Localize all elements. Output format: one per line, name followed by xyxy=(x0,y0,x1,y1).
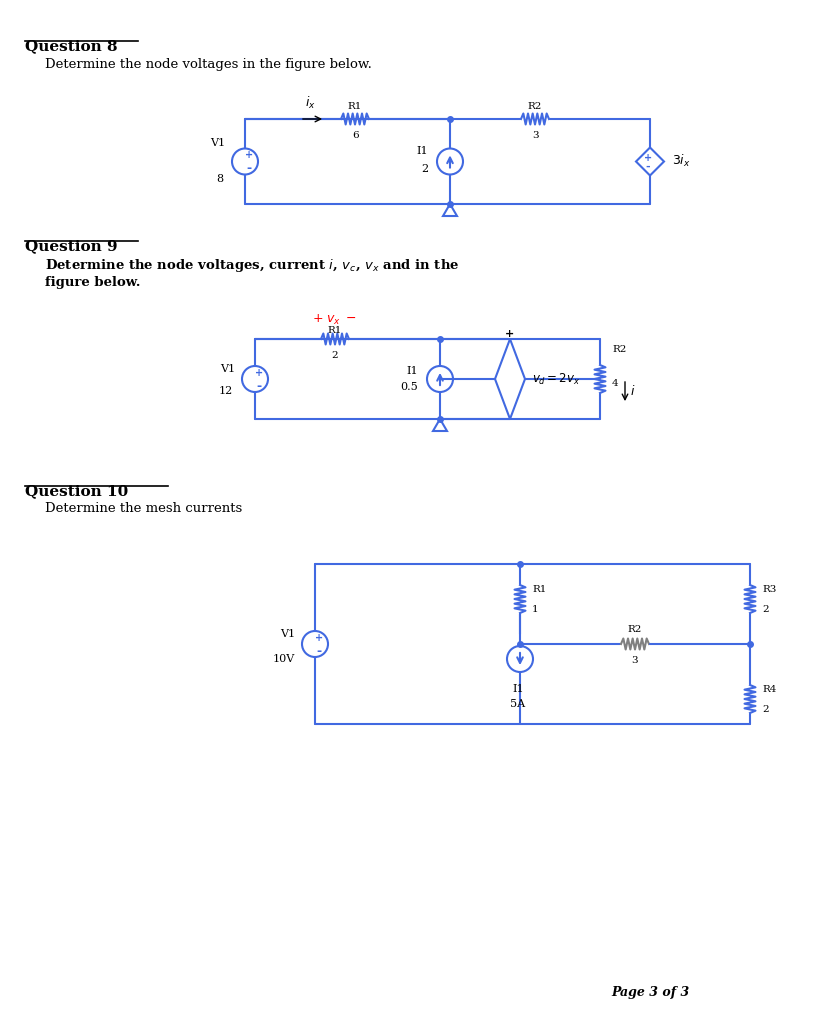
Text: 0.5: 0.5 xyxy=(400,382,417,392)
Text: R1: R1 xyxy=(327,326,342,335)
Text: V1: V1 xyxy=(280,629,295,639)
Text: -: - xyxy=(246,162,251,175)
Text: -: - xyxy=(256,380,262,392)
Text: 1: 1 xyxy=(532,604,538,613)
Text: -: - xyxy=(645,162,649,171)
Text: Determine the node voltages, current $i$, $v_c$, $v_x$ and in the
figure below.: Determine the node voltages, current $i$… xyxy=(45,257,459,289)
Text: I1: I1 xyxy=(416,146,427,157)
Text: Question 10: Question 10 xyxy=(25,484,128,498)
Text: $v_d = 2v_x$: $v_d = 2v_x$ xyxy=(532,372,580,386)
Text: 3: 3 xyxy=(631,656,638,665)
Text: 2: 2 xyxy=(421,165,427,174)
Text: I1: I1 xyxy=(406,366,417,376)
Text: V1: V1 xyxy=(209,138,224,148)
Text: $i_x$: $i_x$ xyxy=(304,95,315,111)
Text: $i$: $i$ xyxy=(629,384,634,398)
Text: 6: 6 xyxy=(352,131,359,140)
Text: I1: I1 xyxy=(512,684,523,694)
Text: R2: R2 xyxy=(611,344,626,353)
Text: 2: 2 xyxy=(331,351,338,360)
Text: +: + xyxy=(643,153,652,163)
Text: 4: 4 xyxy=(611,380,618,388)
Text: Page 3 of 3: Page 3 of 3 xyxy=(610,986,688,999)
Text: Determine the node voltages in the figure below.: Determine the node voltages in the figur… xyxy=(45,58,372,71)
Text: R1: R1 xyxy=(348,102,362,111)
Text: R2: R2 xyxy=(527,102,542,111)
Text: 12: 12 xyxy=(219,386,233,396)
Text: -: - xyxy=(316,644,321,657)
Text: +: + xyxy=(244,151,253,161)
Text: R3: R3 xyxy=(761,585,776,594)
Text: 10V: 10V xyxy=(272,654,295,664)
Text: $3i_x$: $3i_x$ xyxy=(672,153,690,169)
Text: 3: 3 xyxy=(532,131,539,140)
Text: 5A: 5A xyxy=(510,699,525,709)
Text: 2: 2 xyxy=(761,604,768,613)
Text: V1: V1 xyxy=(219,364,234,374)
Text: 2: 2 xyxy=(761,705,768,714)
Text: 8: 8 xyxy=(215,174,223,184)
Text: R4: R4 xyxy=(761,684,776,693)
Text: R2: R2 xyxy=(627,625,642,634)
Text: R1: R1 xyxy=(532,585,546,594)
Text: Determine the mesh currents: Determine the mesh currents xyxy=(45,502,242,515)
Text: +: + xyxy=(255,368,262,378)
Text: Question 9: Question 9 xyxy=(25,239,118,253)
Text: +: + xyxy=(505,329,514,339)
Text: +: + xyxy=(315,633,323,643)
Text: $+\ v_x\ -$: $+\ v_x\ -$ xyxy=(312,313,357,327)
Text: Question 8: Question 8 xyxy=(25,39,118,53)
